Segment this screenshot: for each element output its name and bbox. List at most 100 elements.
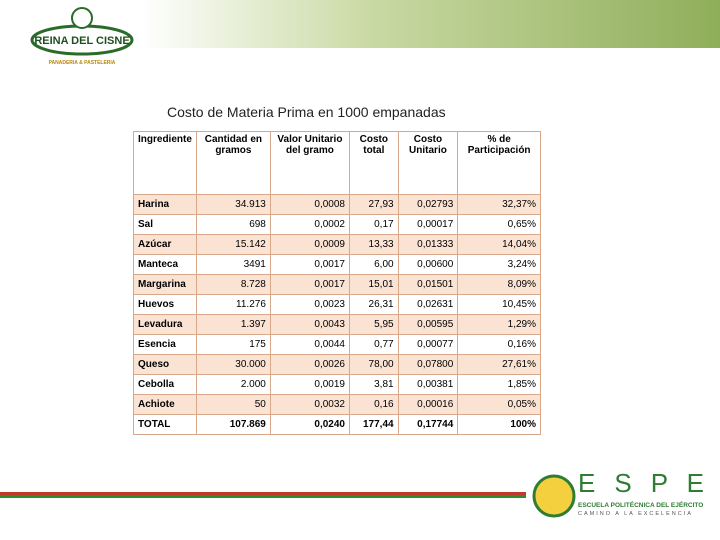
table-cell: 10,45%: [457, 294, 541, 315]
header-row: Ingrediente Cantidad en gramos Valor Unita…: [133, 131, 541, 195]
table-cell: 78,00: [349, 354, 399, 375]
table-cell: 1,85%: [457, 374, 541, 395]
table-cell: 0,00595: [397, 314, 459, 335]
table-cell: 6,00: [349, 254, 399, 275]
espe-name: E S P E: [578, 470, 704, 498]
table-cell: Levadura: [133, 314, 197, 335]
espe-school: ESCUELA POLITÉCNICA DEL EJÉRCITO: [578, 500, 703, 509]
table-cell: 0,65%: [457, 214, 541, 235]
table-cell: 15,01: [349, 274, 399, 295]
table-cell: 1,29%: [457, 314, 541, 335]
table-cell: 0,02793: [397, 194, 459, 215]
table-cell: 27,93: [349, 194, 399, 215]
table-cell: 0,0043: [269, 314, 351, 335]
table-cell: 5,95: [349, 314, 399, 335]
table-cell: 0,0019: [269, 374, 351, 395]
table-cell: 34.913: [195, 194, 271, 215]
table-cell: 0,05%: [457, 394, 541, 415]
table-cell: 26,31: [349, 294, 399, 315]
table-cell: 2.000: [195, 374, 271, 395]
table-cell: 0,00077: [397, 334, 459, 355]
table-cell: 0,0002: [269, 214, 351, 235]
logo-name: REINA DEL CISNE: [34, 35, 129, 47]
table-cell: 27,61%: [457, 354, 541, 375]
table-row: Queso 30.000 0,0026 78,00 0,07800 27,61%: [133, 354, 541, 375]
red-line: [0, 492, 526, 495]
table-cell: 0,0017: [269, 254, 351, 275]
table-cell: 0,0008: [269, 194, 351, 215]
table-cell: 0,07800: [397, 354, 459, 375]
table-cell: 3,24%: [457, 254, 541, 275]
column-header: % de Participación: [457, 131, 541, 195]
table-cell: Queso: [133, 354, 197, 375]
table-cell: Cebolla: [133, 374, 197, 395]
green-line: [0, 495, 526, 498]
espe-emblem: [532, 474, 576, 518]
table-cell: Achiote: [133, 394, 197, 415]
table-cell: 0,0026: [269, 354, 351, 375]
table-cell: 14,04%: [457, 234, 541, 255]
table-cell: Harina: [133, 194, 197, 215]
table-row: Sal 698 0,0002 0,17 0,00017 0,65%: [133, 214, 541, 235]
table-cell: Margarina: [133, 274, 197, 295]
logo: REINA DEL CISNE PANADERIA & PASTELERIA: [30, 7, 134, 66]
cost-table: Ingrediente Cantidad en gramos Valor Unita…: [133, 131, 541, 435]
table-cell: 0,0023: [269, 294, 351, 315]
table-cell: 0,17: [349, 214, 399, 235]
table-cell: 0,01333: [397, 234, 459, 255]
table-cell: 13,33: [349, 234, 399, 255]
table-row: Manteca 3491 0,0017 6,00 0,00600 3,24%: [133, 254, 541, 275]
logo-crest: [71, 7, 93, 29]
table-body: Harina 34.913 0,0008 27,93 0,02793 32,37% Sal 6…: [133, 194, 541, 435]
table-row: Achiote 50 0,0032 0,16 0,00016 0,05%: [133, 394, 541, 415]
logo-subtitle: PANADERIA & PASTELERIA: [49, 60, 116, 66]
column-header: Ingrediente: [133, 131, 197, 195]
table-cell: 0,00381: [397, 374, 459, 395]
table-cell: 107.869: [195, 414, 271, 435]
table-row: Cebolla 2.000 0,0019 3,81 0,00381 1,85%: [133, 374, 541, 395]
table-row: TOTAL 107.869 0,0240 177,44 0,17744 100%: [133, 414, 541, 435]
table-cell: 0,0240: [269, 414, 351, 435]
column-header: Valor Unitario del gramo: [269, 131, 351, 195]
table-cell: 8,09%: [457, 274, 541, 295]
table-cell: 0,0017: [269, 274, 351, 295]
table-cell: 32,37%: [457, 194, 541, 215]
table-cell: 0,17744: [397, 414, 459, 435]
table-cell: 0,00600: [397, 254, 459, 275]
table-row: Esencia 175 0,0044 0,77 0,00077 0,16%: [133, 334, 541, 355]
table-cell: TOTAL: [133, 414, 197, 435]
table-cell: 0,00016: [397, 394, 459, 415]
table-cell: 698: [195, 214, 271, 235]
table-cell: 3491: [195, 254, 271, 275]
table-row: Margarina 8.728 0,0017 15,01 0,01501 8,09%: [133, 274, 541, 295]
table-cell: 177,44: [349, 414, 399, 435]
table-cell: 0,77: [349, 334, 399, 355]
table-row: Huevos 11.276 0,0023 26,31 0,02631 10,45%: [133, 294, 541, 315]
table-cell: 100%: [457, 414, 541, 435]
header-band: [140, 0, 720, 48]
espe-logo: E S P E ESCUELA POLITÉCNICA DEL EJÉRCITO…: [532, 470, 704, 518]
table-cell: 1.397: [195, 314, 271, 335]
table-row: Levadura 1.397 0,0043 5,95 0,00595 1,29%: [133, 314, 541, 335]
table-cell: 0,02631: [397, 294, 459, 315]
table-row: Azúcar 15.142 0,0009 13,33 0,01333 14,04%: [133, 234, 541, 255]
slide-title: Costo de Materia Prima en 1000 empanadas: [167, 104, 446, 120]
table-cell: 0,01501: [397, 274, 459, 295]
table-cell: Huevos: [133, 294, 197, 315]
table-cell: 0,0009: [269, 234, 351, 255]
column-header: Cantidad en gramos: [195, 131, 271, 195]
table-cell: 0,00017: [397, 214, 459, 235]
espe-motto: CAMINO A LA EXCELENCIA: [578, 511, 693, 517]
table-cell: 11.276: [195, 294, 271, 315]
table-cell: 3,81: [349, 374, 399, 395]
table-cell: 175: [195, 334, 271, 355]
table-cell: Azúcar: [133, 234, 197, 255]
table-cell: 30.000: [195, 354, 271, 375]
table-cell: Esencia: [133, 334, 197, 355]
table-cell: 0,16%: [457, 334, 541, 355]
table-cell: 0,0044: [269, 334, 351, 355]
table-cell: 8.728: [195, 274, 271, 295]
table-cell: 0,0032: [269, 394, 351, 415]
table-row: Harina 34.913 0,0008 27,93 0,02793 32,37%: [133, 194, 541, 215]
